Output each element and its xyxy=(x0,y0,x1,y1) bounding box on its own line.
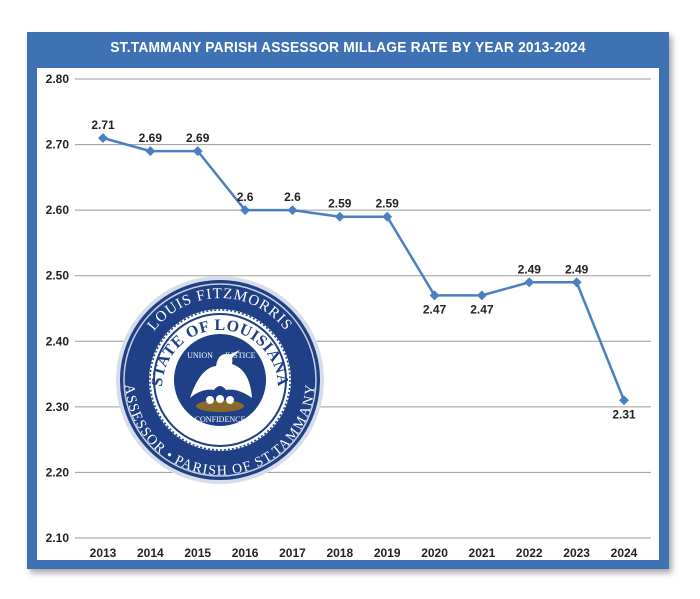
series-line xyxy=(102,136,626,401)
x-tick-label: 2018 xyxy=(326,546,353,560)
data-points xyxy=(98,133,629,406)
y-tick-label: 2.20 xyxy=(46,465,70,479)
x-tick-label: 2021 xyxy=(469,546,496,560)
seal-motto-justice: JUSTICE xyxy=(224,351,255,360)
x-tick-label: 2016 xyxy=(232,546,259,560)
data-label: 2.49 xyxy=(565,262,589,276)
data-labels: 2.71 2.69 2.69 2.6 2.6 2.59 2.59 2.47 2.47 2.49 2.… xyxy=(91,118,636,421)
data-point xyxy=(571,277,582,288)
x-axis-ticks: 2013 2014 2015 2016 2017 2018 2019 2020 2021 2022… xyxy=(90,546,638,560)
y-axis-ticks: 2.10 2.20 2.30 2.40 2.50 2.60 2.70 2.80 xyxy=(46,72,70,545)
data-label: 2.47 xyxy=(423,302,447,316)
y-tick-label: 2.70 xyxy=(46,138,70,152)
y-tick-label: 2.60 xyxy=(46,203,70,217)
x-tick-label: 2015 xyxy=(184,546,211,560)
y-tick-label: 2.80 xyxy=(46,72,70,86)
data-label: 2.59 xyxy=(376,197,400,211)
y-tick-label: 2.40 xyxy=(46,334,70,348)
data-label: 2.59 xyxy=(328,197,352,211)
seal-motto-confidence: CONFIDENCE xyxy=(195,415,246,424)
y-tick-label: 2.30 xyxy=(46,400,70,414)
x-tick-label: 2019 xyxy=(374,546,401,560)
chart-title: ST.TAMMANY PARISH ASSESSOR MILLAGE RATE … xyxy=(110,38,586,56)
assessor-seal: LOUIS FITZMORRIS ASSESSOR • PARISH OF ST… xyxy=(116,276,324,484)
x-tick-label: 2017 xyxy=(279,546,306,560)
x-tick-label: 2024 xyxy=(611,546,638,560)
data-point xyxy=(476,290,487,301)
data-label: 2.6 xyxy=(284,190,301,204)
data-point xyxy=(145,146,156,157)
data-point xyxy=(334,211,345,222)
data-label: 2.6 xyxy=(237,190,254,204)
data-point xyxy=(524,277,535,288)
data-point xyxy=(287,205,298,216)
data-label: 2.71 xyxy=(91,118,115,132)
y-tick-label: 2.10 xyxy=(46,531,70,545)
data-point xyxy=(619,395,629,406)
data-point xyxy=(382,211,393,222)
data-point xyxy=(98,133,108,143)
data-point xyxy=(192,146,203,157)
data-point xyxy=(429,290,440,301)
x-tick-label: 2013 xyxy=(90,546,117,560)
data-point xyxy=(240,205,251,216)
x-tick-label: 2022 xyxy=(516,546,543,560)
x-tick-label: 2014 xyxy=(137,546,164,560)
data-label: 2.31 xyxy=(612,407,636,421)
pelican-icon xyxy=(190,350,252,412)
data-label: 2.69 xyxy=(139,131,163,145)
seal-motto-union: UNION xyxy=(187,351,213,360)
y-tick-label: 2.50 xyxy=(46,269,70,283)
x-tick-label: 2020 xyxy=(421,546,448,560)
x-tick-label: 2023 xyxy=(563,546,590,560)
data-label: 2.47 xyxy=(470,302,494,316)
data-label: 2.49 xyxy=(518,262,542,276)
data-label: 2.69 xyxy=(186,131,210,145)
